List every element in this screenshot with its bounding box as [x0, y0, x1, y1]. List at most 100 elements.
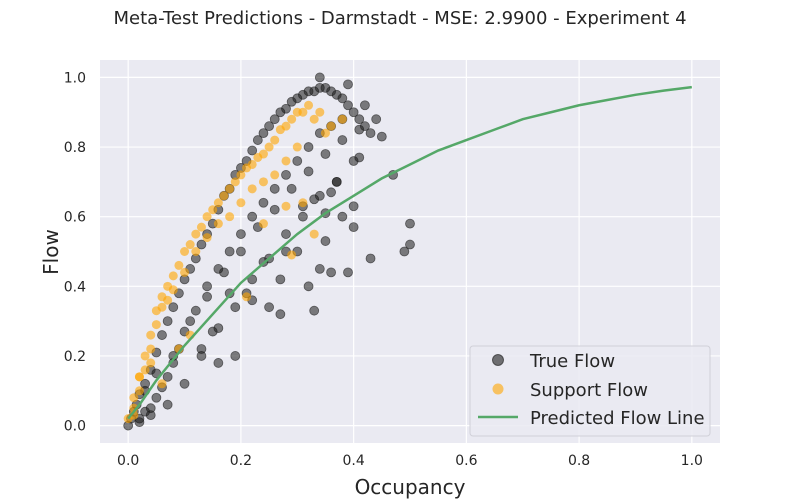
x-tick-label: 0.4: [343, 453, 365, 469]
support-flow-point: [180, 247, 190, 256]
support-flow-point: [309, 229, 319, 239]
support-flow-point: [258, 219, 268, 229]
true-flow-point: [190, 305, 201, 316]
true-flow-point: [309, 305, 320, 316]
support-flow-point: [168, 285, 178, 295]
true-flow-point: [264, 302, 274, 313]
support-flow-point: [287, 250, 297, 260]
support-flow-point: [315, 107, 325, 117]
tick-labels: 0.0 0.2 0.4 0.6 0.8 1.0 0.0 0.2 0.4 0.6 0.8 1.0: [64, 70, 703, 469]
true-flow-point: [134, 417, 145, 428]
true-flow-point: [258, 128, 269, 139]
support-flow-point: [174, 260, 184, 270]
true-flow-point: [376, 131, 387, 142]
true-flow-point: [236, 229, 246, 239]
support-flow-point: [191, 229, 201, 239]
true-flow-point: [281, 169, 291, 180]
true-flow-point: [247, 274, 258, 285]
support-flow-point: [236, 198, 246, 208]
support-flow-point: [134, 372, 144, 382]
true-flow-point: [185, 316, 196, 327]
support-flow-point: [309, 114, 319, 124]
support-flow-point: [219, 191, 229, 201]
true-flow-point: [269, 183, 280, 194]
true-flow-point: [326, 187, 336, 198]
legend: True Flow Support Flow Predicted Flow Li…: [469, 345, 711, 437]
true-flow-point: [314, 264, 325, 274]
support-flow-point: [247, 159, 257, 169]
x-tick-label: 0.8: [568, 453, 590, 469]
support-flow-point: [242, 292, 252, 302]
true-flow-point: [320, 236, 331, 246]
true-flow-point: [360, 100, 370, 111]
true-flow-point: [207, 326, 218, 337]
support-flow-point: [157, 379, 167, 389]
true-flow-point: [354, 114, 365, 125]
legend-predicted-line-label: Predicted Flow Line: [530, 408, 705, 429]
support-flow-point: [230, 177, 240, 187]
support-flow-point: [202, 212, 212, 222]
true-flow-point: [365, 253, 376, 264]
true-flow-point: [230, 351, 241, 361]
true-flow-point: [168, 302, 179, 313]
x-tick-label: 0.6: [455, 453, 477, 469]
true-flow-point: [281, 229, 291, 239]
support-flow-point: [213, 198, 223, 208]
true-flow-point: [337, 211, 348, 222]
true-flow-point: [179, 378, 190, 389]
support-flow-point: [298, 107, 308, 117]
chart-title: Meta-Test Predictions - Darmstadt - MSE:…: [113, 8, 686, 29]
true-flow-point: [264, 121, 274, 132]
true-flow-point: [275, 309, 286, 320]
legend-true-flow-label: True Flow: [529, 351, 615, 372]
support-flow-point: [129, 393, 139, 403]
true-flow-point: [202, 281, 212, 292]
y-tick-label: 0.8: [64, 140, 86, 156]
true-flow-point: [247, 145, 258, 156]
support-flow-point: [337, 114, 347, 124]
true-flow-point: [213, 358, 224, 368]
support-flow-point: [281, 156, 291, 166]
true-flow-point: [247, 211, 258, 222]
support-flow-point: [202, 233, 212, 243]
support-flow-point: [270, 135, 280, 145]
y-tick-label: 0.4: [64, 279, 86, 295]
true-flow-point: [343, 100, 353, 111]
support-flow-point: [191, 247, 201, 256]
true-flow-point: [320, 149, 331, 159]
x-tick-label: 0.2: [230, 453, 252, 469]
y-tick-label: 0.6: [64, 210, 86, 226]
support-flow-point: [168, 271, 178, 281]
y-tick-label: 0.0: [64, 419, 86, 435]
support-flow-point: [140, 365, 150, 375]
support-flow-point: [151, 320, 161, 330]
true-flow-point: [162, 371, 173, 382]
true-flow-point: [343, 267, 353, 278]
true-flow-point: [337, 93, 348, 104]
support-flow-point: [146, 330, 156, 340]
true-flow-point: [236, 246, 246, 257]
true-flow-point: [348, 222, 359, 233]
true-flow-point: [230, 302, 241, 313]
support-flow-point: [287, 114, 297, 124]
support-flow-point: [163, 295, 173, 305]
support-flow-point: [213, 219, 223, 229]
true-flow-point: [337, 135, 348, 145]
true-flow-point: [196, 344, 207, 354]
true-flow-point: [348, 107, 359, 118]
x-tick-label: 0.0: [117, 453, 139, 469]
true-flow-point: [326, 267, 336, 278]
support-flow-point: [225, 212, 235, 222]
true-flow-point: [162, 399, 173, 410]
legend-support-flow-label: Support Flow: [530, 380, 648, 401]
support-flow-point: [292, 142, 302, 152]
support-flow-point: [320, 128, 330, 138]
true-flow-point: [196, 239, 207, 250]
x-axis-label: Occupancy: [355, 475, 466, 499]
support-flow-point: [304, 100, 314, 110]
support-flow-point: [236, 170, 246, 180]
support-flow-point: [225, 184, 235, 194]
true-flow-point: [314, 72, 325, 83]
legend-box: [469, 345, 711, 437]
